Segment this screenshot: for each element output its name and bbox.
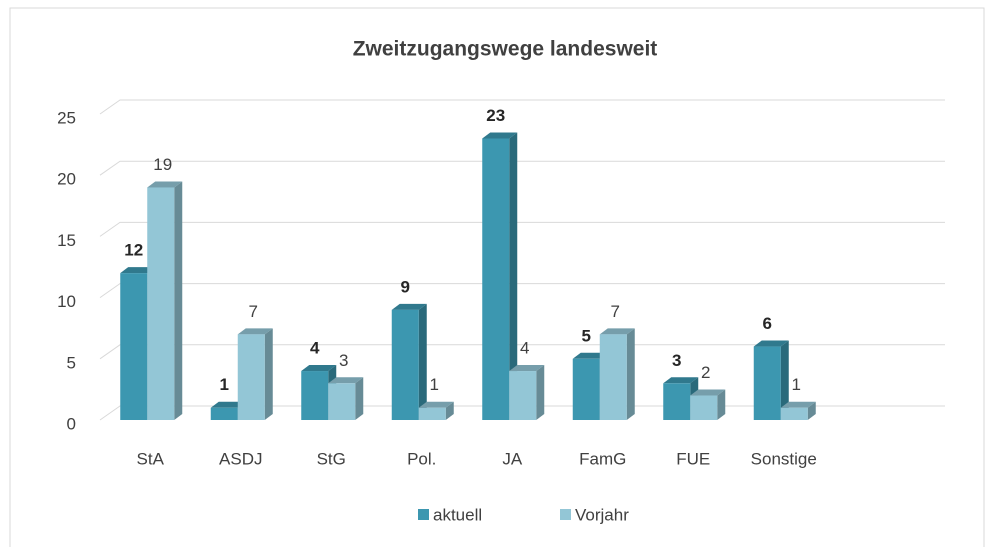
- bar-front: [690, 395, 718, 420]
- bar-top: [509, 365, 545, 372]
- bar: [237, 328, 273, 420]
- bar-front: [301, 371, 329, 420]
- bar-front: [482, 138, 510, 421]
- bar-top: [753, 340, 789, 347]
- legend-label: Vorjahr: [575, 505, 629, 524]
- value-label: 2: [701, 363, 710, 382]
- x-tick-label: FUE: [676, 449, 710, 468]
- bar-top: [663, 377, 699, 384]
- x-tick-label: FamG: [579, 449, 626, 468]
- bar-front: [328, 383, 356, 420]
- x-tick-label: JA: [502, 449, 523, 468]
- legend-swatch: [560, 509, 571, 520]
- value-label: 7: [249, 302, 258, 321]
- bar-top: [572, 352, 608, 359]
- legend-swatch: [418, 509, 429, 520]
- bar-side: [445, 401, 454, 420]
- value-label: 1: [792, 375, 801, 394]
- bar-side: [717, 389, 726, 420]
- bar: [328, 377, 364, 420]
- chart-title: Zweitzugangswege landesweit: [353, 38, 658, 61]
- x-tick-label: ASDJ: [219, 449, 262, 468]
- bar-front: [210, 407, 238, 420]
- value-label: 3: [672, 351, 681, 370]
- bar-front: [120, 273, 148, 420]
- x-tick-label: StG: [317, 449, 346, 468]
- grid-line: [99, 221, 945, 237]
- grid-line: [99, 283, 945, 299]
- bar-top: [120, 267, 156, 274]
- bar-side: [355, 377, 364, 420]
- bar-side: [174, 181, 183, 420]
- bar: [391, 303, 427, 420]
- legend-label: aktuell: [433, 505, 482, 524]
- y-tick-label: 20: [57, 170, 76, 189]
- value-label: 23: [486, 106, 505, 125]
- bar-top: [301, 365, 337, 372]
- bar-side: [536, 365, 545, 420]
- x-tick-label: StA: [137, 449, 165, 468]
- y-tick-label: 15: [57, 231, 76, 250]
- bar-front: [391, 309, 419, 420]
- bar-top: [210, 401, 246, 408]
- value-label: 9: [401, 277, 410, 296]
- y-tick-label: 0: [67, 414, 76, 433]
- value-label: 12: [124, 241, 143, 260]
- value-label: 4: [520, 339, 529, 358]
- bar: [147, 181, 183, 420]
- bar-front: [572, 358, 600, 420]
- bar-top: [328, 377, 364, 384]
- bar-front: [663, 383, 691, 420]
- bar-side: [509, 132, 518, 421]
- value-label: 4: [310, 339, 320, 358]
- bar-top: [690, 389, 726, 396]
- bar-top: [482, 132, 518, 139]
- bar-top: [147, 181, 183, 188]
- bar: [599, 328, 635, 420]
- bar-side: [807, 401, 816, 420]
- grid-line: [99, 160, 945, 176]
- bar-top: [391, 303, 427, 310]
- grid-line: [99, 99, 945, 115]
- value-label: 6: [763, 314, 772, 333]
- grid-line: [99, 344, 945, 360]
- bar-side: [626, 328, 635, 420]
- bar: [509, 365, 545, 420]
- bar-side: [780, 340, 789, 420]
- bar-front: [509, 371, 537, 420]
- bar-front: [237, 334, 265, 420]
- x-tick-label: Sonstige: [751, 449, 817, 468]
- bar-top: [237, 328, 273, 335]
- value-label: 7: [611, 302, 620, 321]
- bar-front: [753, 346, 781, 420]
- value-label: 1: [430, 375, 439, 394]
- value-label: 5: [582, 326, 591, 345]
- bar-top: [418, 401, 454, 408]
- bar-top: [780, 401, 816, 408]
- bar-front: [418, 407, 446, 420]
- value-label: 3: [339, 351, 348, 370]
- y-tick-label: 5: [67, 353, 76, 372]
- bar-side: [418, 303, 427, 420]
- bar-top: [599, 328, 635, 335]
- x-tick-label: Pol.: [407, 449, 436, 468]
- bar: [753, 340, 789, 420]
- bar-front: [147, 187, 175, 420]
- y-tick-label: 10: [57, 292, 76, 311]
- bar-front: [599, 334, 627, 420]
- bar: [690, 389, 726, 420]
- bar-side: [264, 328, 273, 420]
- value-label: 19: [153, 155, 172, 174]
- bar: [482, 132, 518, 421]
- bar-front: [780, 407, 808, 420]
- bar: [780, 401, 816, 420]
- value-label: 1: [220, 375, 229, 394]
- bar: [418, 401, 454, 420]
- y-tick-label: 25: [57, 108, 76, 127]
